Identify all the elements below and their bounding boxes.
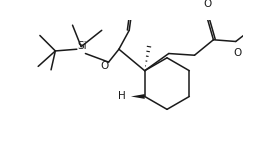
Text: O: O bbox=[233, 48, 242, 58]
Text: Si: Si bbox=[77, 41, 87, 51]
Text: H: H bbox=[118, 91, 126, 101]
Text: O: O bbox=[100, 61, 108, 71]
Text: O: O bbox=[203, 0, 211, 9]
Polygon shape bbox=[131, 94, 145, 99]
